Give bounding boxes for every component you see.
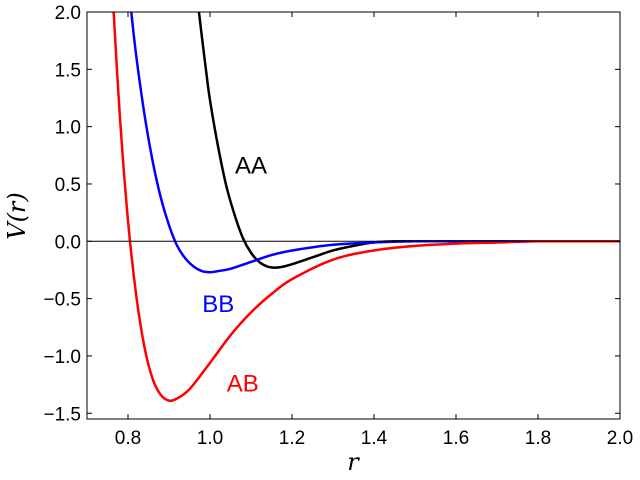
plot-frame: [86, 11, 621, 420]
y-tick-label: 0.0: [55, 232, 81, 253]
x-tick-label: 1.6: [443, 428, 469, 449]
y-tick-label: −0.5: [43, 290, 81, 311]
x-tick-label: 2.0: [607, 428, 633, 449]
y-tick-label: 0.5: [55, 175, 81, 196]
y-tick-label: 1.0: [55, 118, 81, 139]
x-axis-label: r: [347, 448, 360, 476]
y-tick-label: 2.0: [55, 3, 81, 24]
y-tick-label: 1.5: [55, 60, 81, 81]
y-axis-label: V(r): [3, 192, 31, 240]
series-line-aa: [197, 12, 620, 269]
y-tick-label: −1.0: [43, 347, 81, 368]
series-line-ab: [112, 12, 620, 403]
x-tick-label: 1.2: [279, 428, 305, 449]
y-tick-label: −1.5: [43, 404, 81, 425]
curve-label-aa: AA: [235, 152, 267, 179]
x-tick-label: 0.8: [115, 428, 141, 449]
x-tick-label: 1.8: [525, 428, 551, 449]
curve-label-ab: AB: [227, 370, 259, 397]
x-tick-label: 1.4: [361, 428, 388, 449]
x-tick-label: 1.0: [197, 428, 223, 449]
curve-label-bb: BB: [202, 291, 234, 318]
